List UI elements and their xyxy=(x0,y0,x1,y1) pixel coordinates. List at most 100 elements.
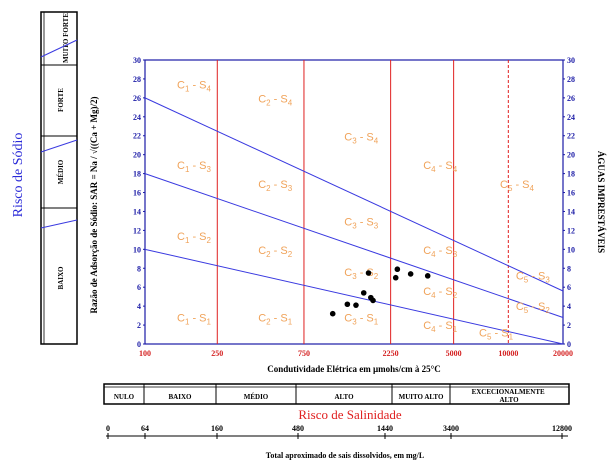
y-tick-label: 14 xyxy=(133,207,141,216)
tds-axis-label: Total aproximado de sais dissolvidos, em… xyxy=(266,451,424,460)
zone-label: C5 - S3 xyxy=(516,271,551,285)
zone-label: C1 - S3 xyxy=(177,160,212,174)
y-tick-label-right: 4 xyxy=(567,302,571,311)
salinity-class-exceptional: EXCECIONALMENTE ALTO xyxy=(472,388,547,404)
zone-label: C2 - S2 xyxy=(258,245,293,259)
sodium-boundary-line xyxy=(144,173,564,318)
y-tick-label-right: 2 xyxy=(567,321,571,330)
y-tick-label: 26 xyxy=(133,94,141,103)
zone-label: C1 - S4 xyxy=(177,79,212,93)
y-tick-label-right: 0 xyxy=(567,340,571,349)
y-tick-label: 4 xyxy=(137,302,141,311)
sample-point xyxy=(353,302,359,308)
y-tick-label: 18 xyxy=(133,170,141,179)
tds-tick-label: 3400 xyxy=(443,424,459,433)
y-tick-label-right: 12 xyxy=(567,226,575,235)
y-tick-label: 22 xyxy=(133,132,141,141)
plot-frame xyxy=(144,59,564,345)
tds-axis: 0 64 160 480 1440 3400 12800 Total aproximado … xyxy=(106,424,572,460)
zone-label: C2 - S3 xyxy=(258,179,293,193)
y-tick-label-right: 18 xyxy=(567,170,575,179)
x-tick-label: 100 xyxy=(139,349,151,358)
x-tick-label: 2250 xyxy=(383,349,399,358)
salinity-class-none: NULO xyxy=(114,393,135,401)
y-tick-label: 20 xyxy=(133,151,141,160)
salinity-class-very-high: MUITO ALTO xyxy=(399,393,444,401)
y-tick-label: 10 xyxy=(133,245,141,254)
y-axis-label: Razão de Adsorção de Sódio: SAR = Na / √… xyxy=(89,97,99,314)
tds-tick-label: 480 xyxy=(292,424,304,433)
y-tick-label: 0 xyxy=(137,340,141,349)
sample-point xyxy=(392,274,399,281)
sample-point xyxy=(344,301,351,308)
sodium-risk-title: Risco de Sódio xyxy=(11,133,26,218)
sodium-risk-strip: MUITO FORTE FORTE MÉDIO BAIXO xyxy=(40,11,78,345)
salinity-class-medium: MÉDIO xyxy=(244,393,269,401)
y-tick-label-right: 10 xyxy=(567,245,575,254)
sodium-boundaries xyxy=(144,97,564,345)
zone-label: C2 - S4 xyxy=(258,94,293,108)
tds-tick-label: 12800 xyxy=(552,424,572,433)
sodium-class-strong: FORTE xyxy=(57,88,65,112)
zone-label: C4 - S3 xyxy=(423,245,458,259)
y-tick-label-right: 6 xyxy=(567,283,571,292)
right-axis-label: ÁGUAS IMPRESTÁVEIS xyxy=(596,151,606,253)
sample-point xyxy=(424,273,431,279)
y-tick-label-right: 20 xyxy=(567,151,575,160)
zone-label: C1 - S1 xyxy=(177,312,212,326)
y-tick-label: 30 xyxy=(133,56,141,65)
salinity-class-high: ALTO xyxy=(334,393,354,401)
sample-point xyxy=(360,290,367,296)
zone-label: C3 - S2 xyxy=(344,267,379,281)
salinity-class-low: BAIXO xyxy=(169,393,193,401)
sample-point xyxy=(329,310,336,317)
y-tick-label: 16 xyxy=(133,189,141,198)
y-tick-label: 24 xyxy=(133,113,141,122)
zone-label: C4 - S4 xyxy=(423,160,458,174)
salinity-risk-title: Risco de Salinidade xyxy=(298,407,401,422)
sodium-boundary-line xyxy=(144,248,564,345)
zone-label: C2 - S1 xyxy=(258,312,293,326)
sodium-class-very-strong: MUITO FORTE xyxy=(62,13,70,63)
x-tick-label: 750 xyxy=(298,349,310,358)
zone-label: C3 - S4 xyxy=(344,131,379,145)
salinity-risk-strip: NULO BAIXO MÉDIO ALTO MUITO ALTO EXCECIO… xyxy=(103,383,570,405)
tds-tick-label: 160 xyxy=(211,424,223,433)
y-tick-label-right: 16 xyxy=(567,189,575,198)
zone-label: C3 - S3 xyxy=(344,217,379,231)
x-tick-label: 250 xyxy=(211,349,223,358)
y-tick-label: 8 xyxy=(137,264,141,273)
zone-label: C3 - S1 xyxy=(344,312,379,326)
zone-label: C4 - S1 xyxy=(423,320,458,334)
y-tick-label: 12 xyxy=(133,226,141,235)
sodium-boundary-line xyxy=(144,97,564,292)
sample-point xyxy=(407,271,414,277)
zone-label: C5 - S4 xyxy=(500,179,535,193)
x-tick-labels: 100 250 750 2250 5000 10000 20000 xyxy=(139,349,573,358)
y-tick-label: 28 xyxy=(133,75,141,84)
y-tick-label-right: 26 xyxy=(567,94,575,103)
y-tick-label-right: 22 xyxy=(567,132,575,141)
x-axis-label: Condutividade Elétrica em µmohs/cm à 25°… xyxy=(267,364,441,374)
zone-labels: C1 - S4 C2 - S4 C3 - S4 C4 - S4 C5 - S4 C1 - … xyxy=(177,79,550,341)
sodium-class-low: BAIXO xyxy=(57,266,65,290)
y-tick-label: 2 xyxy=(137,321,141,330)
x-tick-label: 5000 xyxy=(446,349,462,358)
y-tick-label-right: 24 xyxy=(567,113,575,122)
zone-label: C5 - S1 xyxy=(479,327,514,341)
y-tick-label-right: 8 xyxy=(567,264,571,273)
y-tick-label-right: 14 xyxy=(567,207,575,216)
tds-tick-label: 1440 xyxy=(377,424,393,433)
sample-point xyxy=(365,270,372,276)
sodium-class-medium: MÉDIO xyxy=(57,159,65,184)
zone-label: C5 - S2 xyxy=(516,301,551,315)
sample-point xyxy=(370,297,376,304)
sample-point xyxy=(394,266,401,273)
tds-tick-label: 0 xyxy=(106,424,110,433)
y-tick-label-right: 30 xyxy=(567,56,575,65)
salinity-boundaries xyxy=(216,60,509,344)
sample-points xyxy=(329,266,431,317)
tds-tick-label: 64 xyxy=(141,424,149,433)
